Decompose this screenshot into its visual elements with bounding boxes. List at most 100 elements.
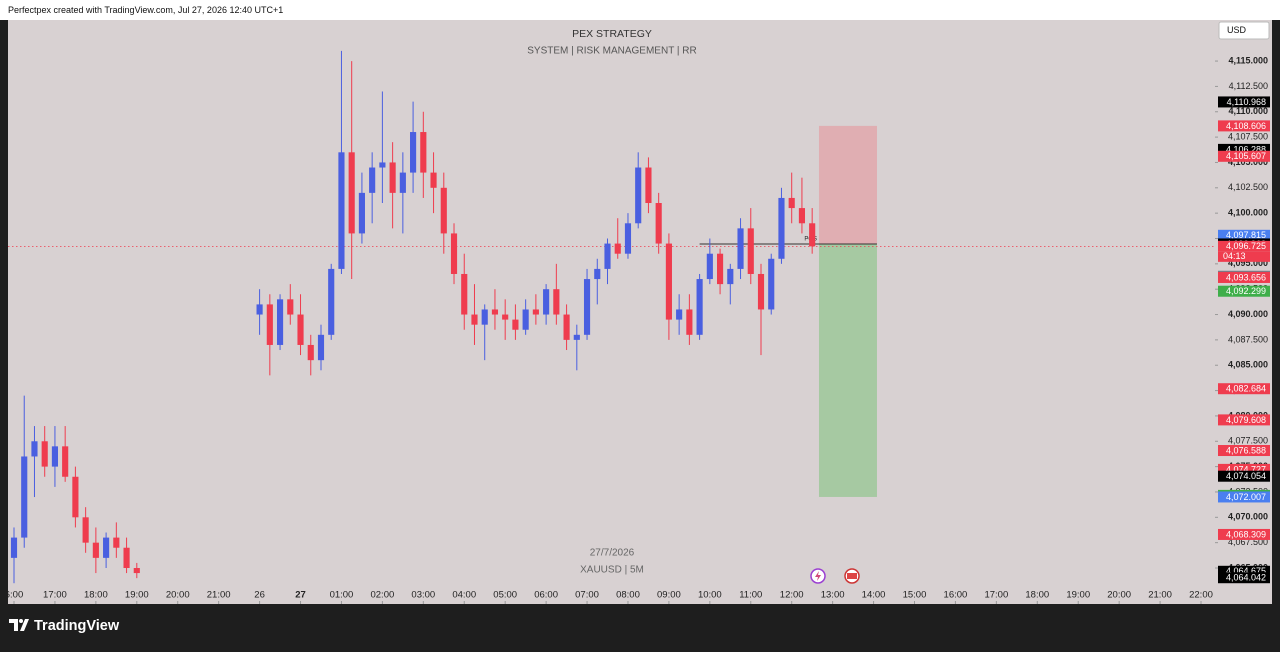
candle-body: [604, 243, 611, 269]
candle-body: [717, 253, 724, 285]
candle-body: [573, 334, 580, 340]
currency-label: USD: [1227, 25, 1247, 35]
x-tick-label: 19:00: [1066, 590, 1090, 601]
countdown: 04:13: [1223, 251, 1246, 261]
candle-body: [798, 208, 806, 224]
risk-zone: [818, 125, 877, 244]
price-tag-label: 4,106.288: [1226, 144, 1266, 154]
candle-body: [103, 537, 110, 558]
x-tick-label: 10:00: [698, 590, 722, 601]
price-tag: [1218, 240, 1270, 252]
y-tick-label: 4,110.000: [1228, 106, 1268, 116]
candle-body: [645, 167, 652, 204]
x-tick-label: 03:00: [411, 590, 435, 601]
price-tag-label: 4,082.684: [1226, 384, 1266, 394]
candle-body: [461, 273, 468, 315]
candle-body: [481, 309, 488, 325]
price-tag-label: 4,072.007: [1226, 492, 1266, 502]
candle-body: [696, 279, 703, 335]
candle-body: [358, 192, 365, 234]
chart-subtitle: SYSTEM | RISK MANAGEMENT | RR: [527, 46, 696, 57]
x-tick-label: 09:00: [657, 590, 681, 601]
price-tag: [1218, 285, 1270, 297]
plot-area: 6:00 17:00 18:00 19:00 20:00 21:00 26 27 01:00 02…: [5, 50, 1215, 604]
x-tick-label: 20:00: [166, 590, 190, 601]
price-tag-label: 4,079.608: [1226, 415, 1266, 425]
price-tag-label: 4,108.606: [1226, 121, 1266, 131]
event-icon-glyph: [815, 571, 821, 581]
candle-body: [379, 162, 386, 168]
watermark-date: 27/7/2026: [590, 548, 635, 559]
candle-body: [328, 268, 335, 335]
candle-body: [778, 197, 785, 259]
candle-body: [686, 309, 693, 335]
candle-body: [450, 233, 458, 274]
x-tick-label: 18:00: [1025, 590, 1049, 601]
price-tag: [1218, 383, 1270, 395]
candle-body: [655, 203, 662, 244]
x-tick-label: 08:00: [616, 590, 640, 601]
y-tick-label: 4,095.000: [1228, 258, 1268, 268]
candle-body: [348, 152, 355, 234]
candle-body: [410, 132, 417, 173]
x-tick-label: 15:00: [903, 590, 927, 601]
price-tag: [1218, 491, 1270, 503]
currency-button[interactable]: [1218, 21, 1270, 40]
price-tag: [1218, 143, 1270, 155]
price-tag: [1218, 271, 1270, 283]
price-tag-label: 4,074.727: [1226, 464, 1266, 474]
x-tick-label: 14:00: [862, 590, 886, 601]
brand-logo: [9, 619, 29, 631]
y-tick-label: 4,107.500: [1228, 131, 1268, 141]
candle-body: [297, 314, 304, 345]
candle-body: [788, 197, 795, 209]
candle-body: [338, 152, 345, 269]
price-tag-label: 4,110.968: [1227, 97, 1266, 107]
x-tick-label: 21:00: [207, 590, 231, 601]
price-tag-label: 4,092.299: [1226, 286, 1266, 296]
x-tick-label: 16:00: [944, 590, 968, 601]
candle-body: [583, 279, 591, 335]
price-tag-label: 4,105.607: [1226, 151, 1266, 161]
candle-body: [369, 167, 376, 193]
price-tag: [1218, 528, 1270, 540]
candle-body: [532, 309, 539, 315]
candle-body: [72, 476, 79, 518]
candle-body: [266, 304, 273, 345]
y-tick-label: 4,100.000: [1228, 208, 1268, 218]
candle-body: [10, 537, 18, 558]
price-tag-label: 4,074.054: [1226, 471, 1266, 481]
price-tag: [1218, 120, 1270, 132]
candle-body: [440, 187, 447, 234]
x-tick-label: 17:00: [984, 590, 1008, 601]
x-tick-label: 02:00: [370, 590, 394, 601]
event-icons[interactable]: [810, 568, 860, 584]
candle-body: [809, 223, 816, 247]
watermark-symbol: XAUUSD | 5M: [580, 565, 644, 576]
candle-body: [706, 253, 713, 280]
candle-body: [31, 441, 38, 457]
candle-body: [92, 542, 99, 558]
y-tick-label: 4,085.000: [1228, 360, 1268, 370]
candle-body: [21, 456, 28, 538]
y-tick-label: 4,070.000: [1228, 512, 1268, 522]
price-tag: [1218, 414, 1270, 426]
price-tag: [1218, 150, 1270, 162]
x-tick-label: 6:00: [5, 590, 24, 601]
footer-brand: TradingView: [9, 618, 120, 634]
y-tick-label: 4,077.500: [1228, 436, 1268, 446]
countdown-tag: [1218, 251, 1270, 262]
price-tag: [1218, 445, 1270, 457]
price-tag-label: 4,076.588: [1226, 445, 1266, 455]
candle-body: [768, 258, 775, 310]
price-tag-label: 4,064.675: [1226, 566, 1266, 576]
candle-body: [665, 243, 672, 320]
x-tick-label: 13:00: [821, 590, 845, 601]
x-tick-label: 21:00: [1148, 590, 1172, 601]
candle-body: [41, 441, 48, 467]
price-tag: [1218, 463, 1270, 475]
candle-body: [727, 268, 734, 285]
candle-body: [133, 568, 140, 574]
price-tag-label: 4,093.656: [1226, 272, 1266, 282]
chart-panel: [8, 20, 1272, 604]
